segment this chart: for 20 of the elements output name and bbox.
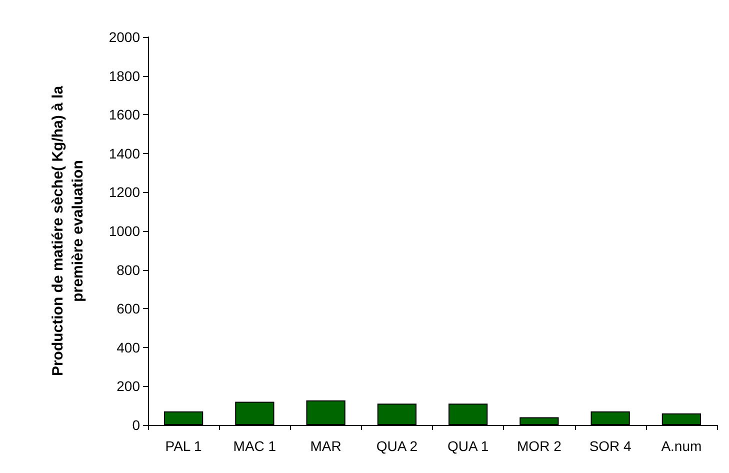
- y-tick-label: 2000: [108, 29, 140, 45]
- y-tick-label: 1200: [108, 184, 140, 200]
- y-tick-label: 1600: [108, 106, 140, 123]
- y-tick-label: 600: [116, 300, 140, 317]
- y-tick-label: 800: [116, 262, 140, 278]
- x-tick-label: PAL 1: [165, 438, 202, 454]
- y-axis-title: Production de matiére sèche( Kg/ha) à la première evaluation: [50, 85, 86, 376]
- x-tick-label: MOR 2: [517, 438, 562, 454]
- y-tick-label: 200: [116, 378, 140, 394]
- x-tick-label: MAR: [310, 438, 342, 454]
- x-tick-label: MAC 1: [233, 438, 276, 454]
- y-tick-label: 1400: [108, 145, 140, 162]
- x-tick-label: A.num: [661, 438, 702, 454]
- x-tick-label: QUA 1: [447, 438, 489, 454]
- x-tick-label: QUA 2: [376, 438, 418, 454]
- y-tick-label: 1000: [108, 223, 140, 239]
- x-tick-label: SOR 4: [589, 438, 632, 454]
- y-tick-label: 1800: [108, 68, 140, 84]
- y-tick-label: 400: [116, 339, 140, 356]
- y-tick-label: 0: [132, 417, 140, 433]
